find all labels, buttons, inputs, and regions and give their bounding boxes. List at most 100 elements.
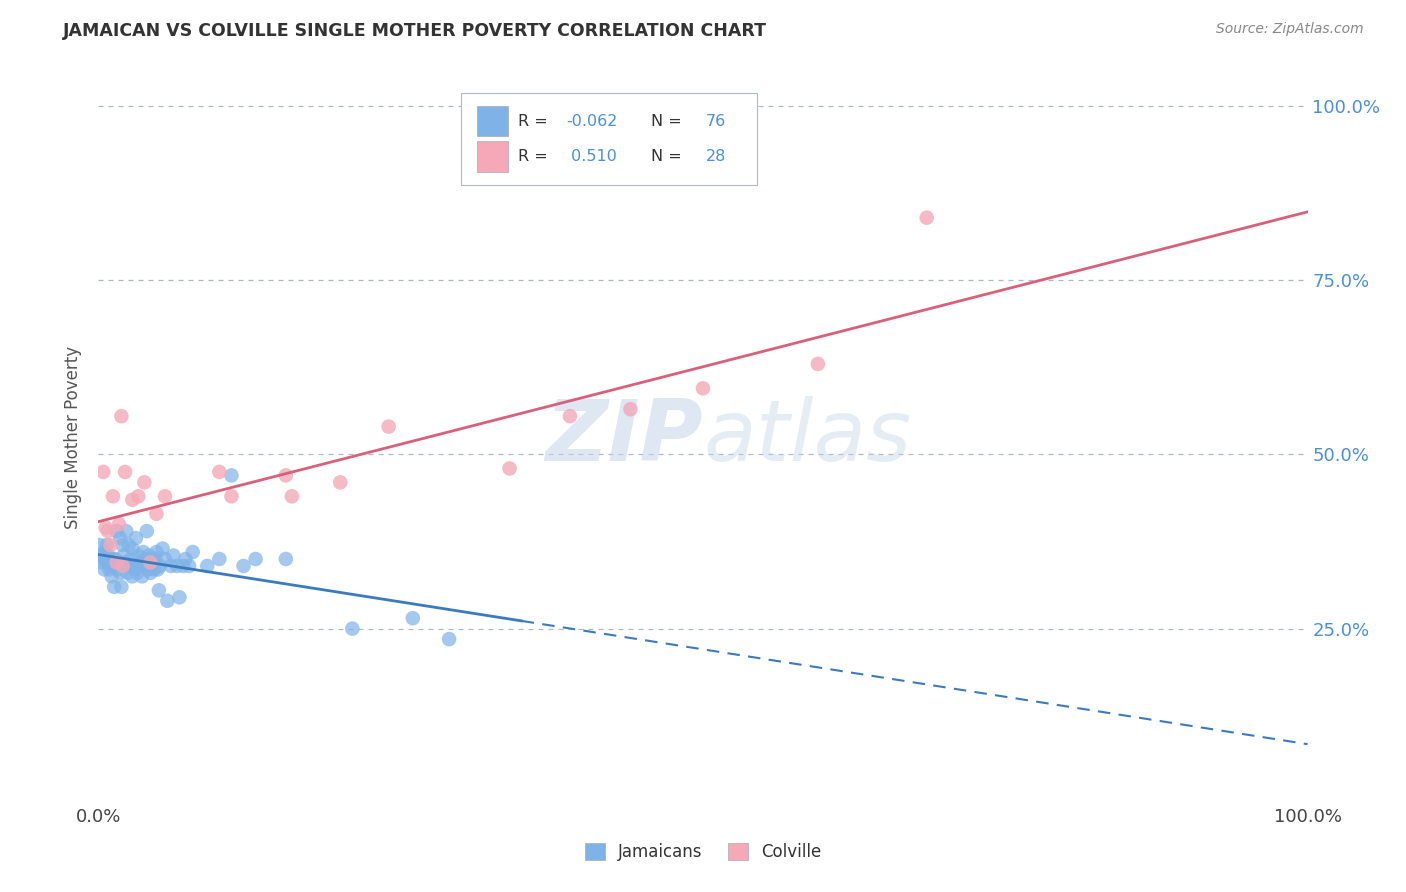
Point bbox=[132, 545, 155, 559]
Point bbox=[131, 569, 153, 583]
Point bbox=[139, 556, 162, 570]
Point bbox=[93, 562, 115, 576]
Point bbox=[402, 611, 425, 625]
Point bbox=[149, 558, 172, 573]
Point bbox=[377, 419, 399, 434]
Point bbox=[98, 552, 121, 566]
Text: JAMAICAN VS COLVILLE SINGLE MOTHER POVERTY CORRELATION CHART: JAMAICAN VS COLVILLE SINGLE MOTHER POVER… bbox=[63, 22, 768, 40]
Point bbox=[98, 562, 121, 576]
Point bbox=[91, 556, 114, 570]
Point bbox=[153, 552, 176, 566]
Point bbox=[169, 591, 191, 605]
Text: 76: 76 bbox=[706, 113, 725, 128]
Point bbox=[558, 409, 581, 424]
Point bbox=[145, 545, 167, 559]
Point bbox=[101, 489, 124, 503]
Point bbox=[115, 524, 138, 538]
Y-axis label: Single Mother Poverty: Single Mother Poverty bbox=[65, 345, 83, 529]
Point bbox=[100, 538, 122, 552]
Text: 0.510: 0.510 bbox=[567, 150, 617, 164]
Point bbox=[104, 552, 127, 566]
Point bbox=[94, 521, 117, 535]
Point bbox=[121, 541, 143, 556]
Point bbox=[97, 549, 120, 563]
Point bbox=[146, 562, 169, 576]
Point bbox=[281, 489, 304, 503]
Point bbox=[172, 558, 194, 573]
Point bbox=[91, 552, 114, 566]
Point bbox=[105, 524, 128, 538]
Point bbox=[221, 468, 243, 483]
Point bbox=[96, 538, 118, 552]
Point bbox=[112, 549, 135, 563]
Point bbox=[145, 507, 167, 521]
Text: ZIP: ZIP bbox=[546, 395, 703, 479]
Point bbox=[117, 566, 139, 580]
Text: Source: ZipAtlas.com: Source: ZipAtlas.com bbox=[1216, 22, 1364, 37]
Point bbox=[153, 489, 176, 503]
Point bbox=[152, 541, 174, 556]
Point bbox=[174, 552, 197, 566]
Point bbox=[136, 562, 159, 576]
Point bbox=[124, 562, 146, 576]
Point bbox=[90, 549, 112, 563]
Point bbox=[111, 558, 134, 573]
Point bbox=[108, 531, 131, 545]
Point bbox=[274, 468, 297, 483]
Point bbox=[107, 562, 129, 576]
Point bbox=[122, 558, 145, 573]
Text: -0.062: -0.062 bbox=[567, 113, 617, 128]
Point bbox=[127, 549, 149, 563]
Point bbox=[120, 552, 142, 566]
Text: N =: N = bbox=[651, 113, 682, 128]
Point bbox=[121, 492, 143, 507]
Point bbox=[134, 558, 156, 573]
Point bbox=[807, 357, 830, 371]
Point bbox=[118, 538, 141, 552]
Point bbox=[118, 558, 141, 573]
Point bbox=[103, 553, 125, 567]
Point bbox=[437, 632, 460, 646]
Point bbox=[179, 558, 201, 573]
Point bbox=[108, 517, 131, 532]
Point bbox=[166, 558, 188, 573]
Point bbox=[114, 465, 136, 479]
Point bbox=[96, 556, 118, 570]
Point bbox=[915, 211, 938, 225]
Point bbox=[121, 569, 143, 583]
Point bbox=[91, 465, 114, 479]
Point bbox=[101, 552, 124, 566]
Point bbox=[160, 558, 183, 573]
Point bbox=[89, 538, 111, 552]
Point bbox=[619, 402, 641, 417]
Text: R =: R = bbox=[517, 150, 553, 164]
Point bbox=[94, 552, 117, 566]
Point bbox=[135, 552, 157, 566]
Point bbox=[221, 489, 243, 503]
Point bbox=[111, 538, 134, 552]
FancyBboxPatch shape bbox=[477, 106, 509, 136]
Point bbox=[142, 552, 165, 566]
Point bbox=[342, 622, 364, 636]
Point bbox=[245, 552, 267, 566]
Point bbox=[138, 549, 160, 563]
Point bbox=[108, 566, 131, 580]
Point bbox=[148, 583, 170, 598]
Point bbox=[114, 556, 136, 570]
Point bbox=[232, 558, 254, 573]
Point bbox=[208, 552, 231, 566]
Point bbox=[110, 580, 132, 594]
Point bbox=[162, 549, 184, 563]
Point bbox=[139, 566, 162, 580]
Text: atlas: atlas bbox=[703, 395, 911, 479]
Point bbox=[105, 556, 128, 570]
Text: N =: N = bbox=[651, 150, 682, 164]
Point bbox=[111, 558, 134, 573]
Point bbox=[110, 409, 132, 424]
Point bbox=[156, 594, 179, 608]
Point bbox=[274, 552, 297, 566]
Point bbox=[97, 524, 120, 538]
Point bbox=[692, 381, 714, 395]
Point bbox=[135, 524, 157, 538]
Point bbox=[208, 465, 231, 479]
